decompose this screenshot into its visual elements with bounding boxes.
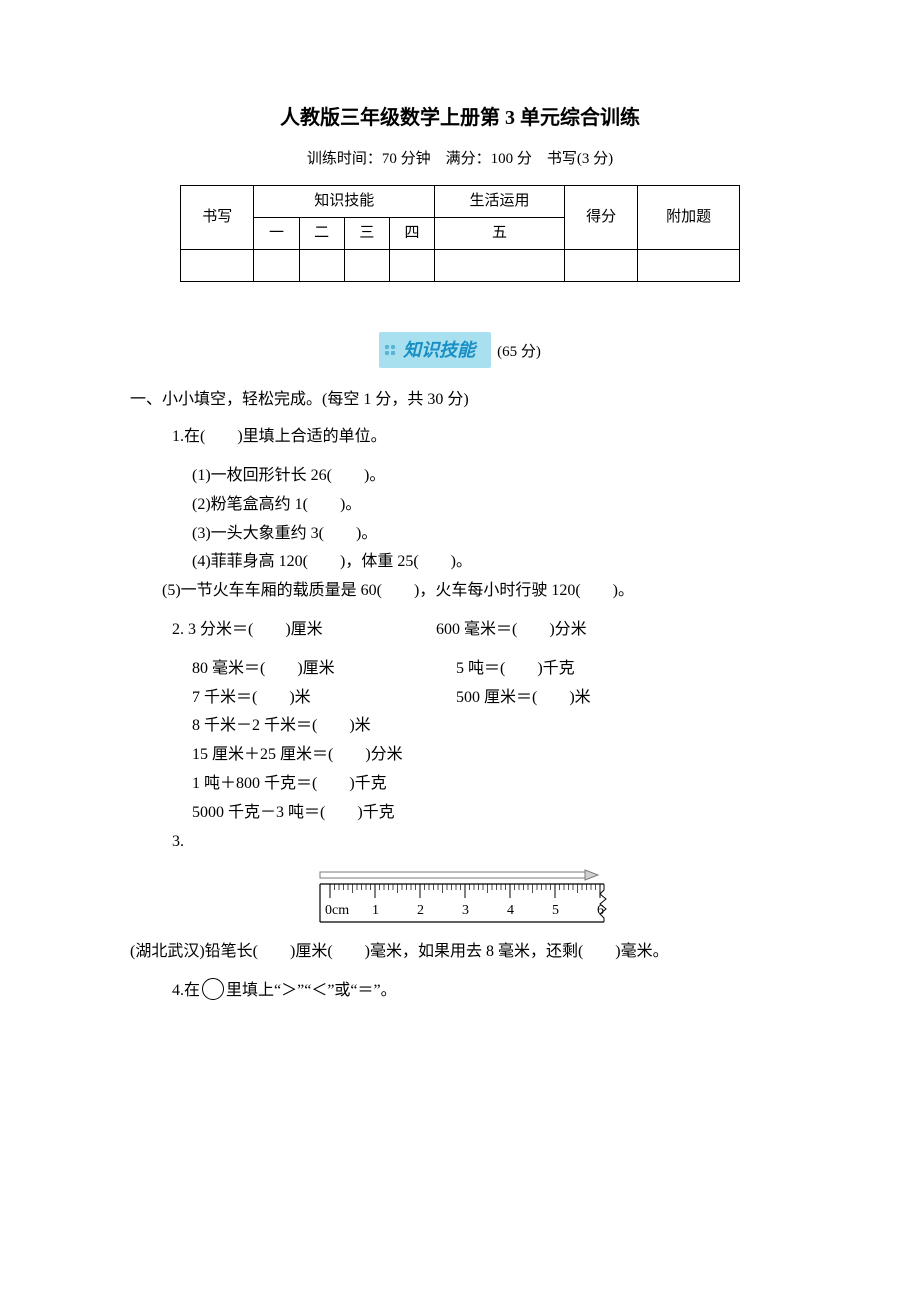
knowledge-badge: 知识技能	[379, 332, 491, 368]
section-badge-row: 知识技能 (65 分)	[130, 332, 790, 368]
col-2: 二	[299, 218, 344, 250]
table-row	[181, 250, 740, 282]
cell-blank	[181, 250, 254, 282]
th-knowledge: 知识技能	[254, 186, 435, 218]
cell-blank	[299, 250, 344, 282]
q2j: 5000 千克－3 吨＝( )千克	[192, 799, 790, 828]
col-3: 三	[344, 218, 389, 250]
ruler-tick-1: 1	[372, 903, 379, 918]
q2g: 8 千米－2 千米＝( )米	[192, 712, 790, 741]
ruler-tick-2: 2	[417, 903, 424, 918]
q1-5: (5)一节火车车厢的载质量是 60( )，火车每小时行驶 120( )。	[162, 577, 790, 606]
q4-prefix: 4.在	[172, 982, 200, 999]
cell-blank	[638, 250, 740, 282]
badge-label: 知识技能	[403, 340, 475, 360]
q1-3: (3)一头大象重约 3( )。	[192, 520, 790, 549]
q2f: 500 厘米＝( )米	[456, 689, 591, 706]
q1-2: (2)粉笔盒高约 1( )。	[192, 491, 790, 520]
ruler-icon: 0cm 1 2 3 4 5 6	[310, 866, 610, 926]
circle-icon	[202, 978, 224, 1000]
q1-heading: 一、小小填空，轻松完成。(每空 1 分，共 30 分)	[130, 386, 790, 415]
ruler-tick-5: 5	[552, 903, 559, 918]
q2e: 7 千米＝( )米	[192, 684, 452, 713]
q2c: 80 毫米＝( )厘米	[192, 655, 452, 684]
col-5: 五	[435, 218, 565, 250]
q2b: 600 毫米＝( )分米	[436, 621, 587, 638]
q2a: 2. 3 分米＝( )厘米	[172, 616, 432, 645]
q2d: 5 吨＝( )千克	[456, 660, 575, 677]
q2-row1: 2. 3 分米＝( )厘米 600 毫米＝( )分米	[172, 616, 790, 645]
page-title: 人教版三年级数学上册第 3 单元综合训练	[130, 100, 790, 136]
q4-suffix: 里填上“＞”“＜”或“＝”。	[226, 982, 397, 999]
cell-blank	[344, 250, 389, 282]
score-table: 书写 知识技能 生活运用 得分 附加题 一 二 三 四 五	[180, 185, 740, 282]
cell-blank	[435, 250, 565, 282]
cell-blank	[389, 250, 434, 282]
q2i: 1 吨＋800 千克＝( )千克	[192, 770, 790, 799]
col-1: 一	[254, 218, 299, 250]
badge-dots-icon	[385, 345, 395, 355]
q2h: 15 厘米＋25 厘米＝( )分米	[192, 741, 790, 770]
th-score: 得分	[564, 186, 637, 250]
th-extra: 附加题	[638, 186, 740, 250]
th-writing: 书写	[181, 186, 254, 250]
cell-blank	[254, 250, 299, 282]
q3-text: (湖北武汉)铅笔长( )厘米( )毫米，如果用去 8 毫米，还剩( )毫米。	[130, 938, 790, 967]
th-life: 生活运用	[435, 186, 565, 218]
q2-row2: 80 毫米＝( )厘米 5 吨＝( )千克	[192, 655, 790, 684]
ruler-tick-3: 3	[462, 903, 469, 918]
ruler-figure: 0cm 1 2 3 4 5 6	[130, 866, 790, 926]
q1: 1.在( )里填上合适的单位。	[172, 423, 790, 452]
ruler-tick-4: 4	[507, 903, 514, 918]
q1-4: (4)菲菲身高 120( )，体重 25( )。	[192, 548, 790, 577]
ruler-tick-6: 6	[597, 903, 604, 918]
q1-1: (1)一枚回形针长 26( )。	[192, 462, 790, 491]
table-row: 书写 知识技能 生活运用 得分 附加题	[181, 186, 740, 218]
badge-score: (65 分)	[497, 339, 541, 366]
q3-label: 3.	[172, 828, 790, 857]
cell-blank	[564, 250, 637, 282]
q2-row3: 7 千米＝( )米 500 厘米＝( )米	[192, 684, 790, 713]
page-subtitle: 训练时间：70 分钟 满分：100 分 书写(3 分)	[130, 146, 790, 173]
q4: 4.在 里填上“＞”“＜”或“＝”。	[172, 977, 790, 1006]
section-1: 一、小小填空，轻松完成。(每空 1 分，共 30 分) 1.在( )里填上合适的…	[130, 386, 790, 1006]
ruler-tick-0: 0cm	[325, 903, 349, 918]
col-4: 四	[389, 218, 434, 250]
